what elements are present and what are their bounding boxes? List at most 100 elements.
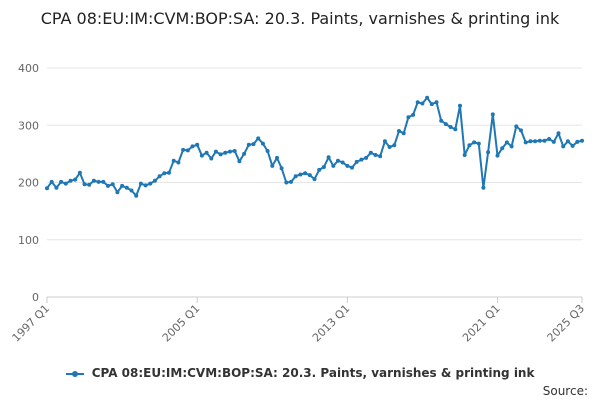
data-point — [204, 150, 209, 155]
y-tick-label: 200 — [18, 177, 39, 190]
data-point — [54, 185, 59, 190]
data-point — [223, 150, 228, 155]
data-point — [336, 158, 340, 163]
y-tick-label: 300 — [18, 119, 39, 132]
data-point — [176, 160, 181, 165]
data-point — [77, 170, 82, 175]
data-point — [443, 122, 448, 127]
chart-title: CPA 08:EU:IM:CVM:BOP:SA: 20.3. Paints, v… — [40, 9, 560, 28]
data-point — [340, 160, 345, 165]
data-point — [378, 154, 383, 159]
data-point — [307, 173, 312, 178]
data-point — [350, 165, 354, 170]
data-point — [45, 186, 49, 191]
data-point — [411, 112, 416, 117]
data-point — [152, 178, 157, 183]
data-point — [195, 142, 200, 147]
data-point — [401, 131, 406, 136]
data-point — [63, 181, 68, 186]
legend-label: CPA 08:EU:IM:CVM:BOP:SA: 20.3. Paints, v… — [91, 366, 535, 380]
data-point — [96, 179, 101, 184]
data-point — [82, 182, 87, 187]
data-point — [293, 174, 298, 179]
data-point — [143, 183, 148, 188]
data-point — [242, 151, 247, 156]
data-point — [237, 159, 242, 164]
data-point — [556, 131, 561, 136]
data-point — [542, 138, 547, 143]
data-point — [106, 183, 110, 188]
data-point — [387, 145, 392, 149]
data-point — [157, 174, 162, 179]
data-point — [533, 139, 538, 144]
data-point — [500, 146, 505, 151]
data-point — [256, 136, 261, 141]
legend[interactable]: CPA 08:EU:IM:CVM:BOP:SA: 20.3. Paints, v… — [0, 366, 600, 380]
data-point — [462, 153, 467, 157]
data-point — [448, 125, 453, 129]
data-point — [509, 144, 514, 149]
data-point — [490, 112, 495, 117]
data-point — [162, 171, 167, 176]
data-point — [392, 143, 397, 148]
data-point — [124, 185, 129, 190]
data-point — [425, 95, 430, 100]
data-point — [181, 147, 186, 152]
data-point — [368, 150, 373, 155]
data-point — [134, 193, 139, 198]
data-point — [321, 165, 326, 169]
data-point — [298, 172, 303, 177]
data-point — [345, 163, 350, 168]
data-point — [504, 140, 509, 145]
data-point — [354, 159, 359, 164]
data-point — [115, 190, 120, 195]
data-point — [228, 149, 232, 154]
x-tick-label: 1997 Q1 — [10, 302, 53, 345]
data-point — [486, 150, 491, 155]
data-point — [373, 153, 378, 157]
data-point — [453, 127, 458, 132]
data-point — [467, 143, 472, 148]
data-point — [213, 149, 218, 154]
data-point — [251, 142, 256, 147]
data-point — [458, 103, 462, 108]
data-point — [289, 179, 293, 184]
data-point — [312, 177, 317, 182]
data-point — [270, 163, 275, 168]
data-point — [209, 156, 214, 161]
data-point — [138, 181, 143, 186]
data-point — [171, 158, 176, 163]
data-point — [565, 139, 570, 144]
data-point — [303, 171, 308, 176]
data-point — [575, 139, 580, 144]
data-point — [331, 163, 336, 168]
data-point — [551, 139, 556, 144]
data-point — [406, 115, 411, 120]
data-point — [260, 141, 265, 146]
source-label[interactable]: Source: — [542, 384, 588, 398]
data-point — [59, 179, 64, 184]
data-point — [120, 183, 125, 188]
data-point — [129, 188, 134, 193]
data-point — [73, 177, 78, 182]
data-point — [580, 138, 584, 143]
data-point — [326, 155, 331, 160]
x-tick-label: 2013 Q1 — [310, 302, 353, 345]
data-point — [110, 182, 115, 187]
data-point — [519, 128, 523, 133]
x-tick-label: 2021 Q1 — [460, 302, 503, 345]
y-tick-label: 0 — [32, 291, 39, 304]
data-point — [397, 129, 401, 133]
data-point — [434, 100, 439, 105]
data-point — [359, 157, 364, 162]
x-tick-label: 2005 Q1 — [160, 302, 203, 345]
data-point — [415, 100, 420, 105]
data-point — [87, 182, 92, 187]
data-point — [101, 179, 106, 184]
data-point — [570, 143, 575, 148]
data-point — [246, 142, 251, 147]
data-point — [148, 181, 153, 186]
data-point — [279, 166, 284, 171]
x-tick-label: 2025 Q3 — [545, 302, 588, 345]
